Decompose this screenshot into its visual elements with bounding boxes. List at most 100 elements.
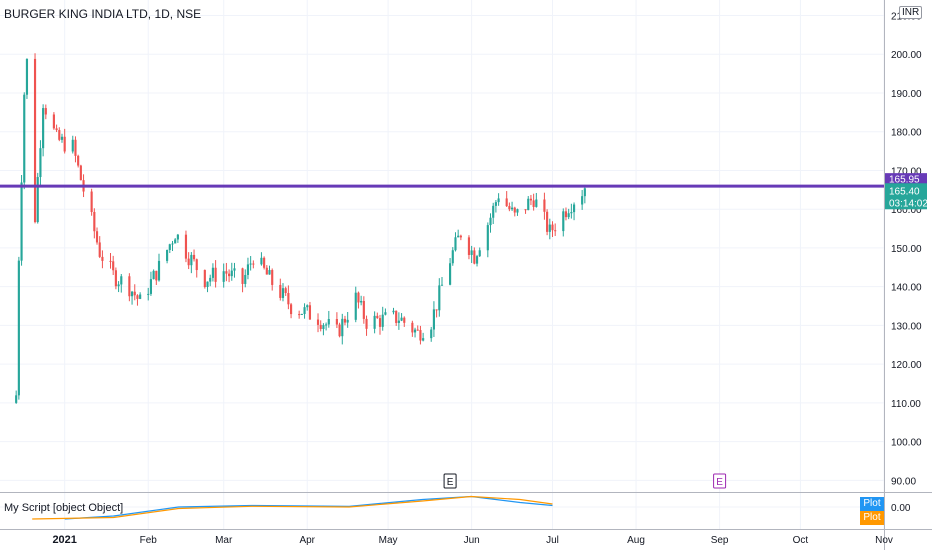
candle-body	[222, 271, 225, 282]
candle-body	[325, 324, 328, 326]
candle-body	[527, 198, 530, 211]
price-tick-label: 100.00	[891, 438, 922, 449]
candle-body	[265, 267, 268, 275]
candle-body	[346, 319, 349, 323]
candle-body	[233, 268, 236, 271]
time-tick-label: May	[379, 535, 398, 546]
candle-body	[430, 329, 433, 339]
currency-badge[interactable]: INR	[899, 6, 923, 19]
candle-body	[362, 300, 365, 319]
candle-body	[546, 211, 549, 232]
candle-body	[214, 267, 217, 282]
candle-body	[39, 148, 42, 178]
candle-body	[395, 310, 398, 323]
candle-body	[508, 206, 511, 210]
candle-body	[209, 277, 212, 282]
candle-body	[174, 239, 177, 244]
candle-body	[117, 284, 120, 287]
candle-body	[529, 198, 533, 201]
candle-body	[136, 295, 139, 299]
last-price-label: 165.40	[889, 186, 920, 197]
candle-body	[206, 281, 209, 288]
candle-body	[120, 276, 123, 285]
candle-body	[432, 309, 435, 330]
candle-body	[554, 230, 557, 232]
candle-body	[109, 260, 112, 262]
last-price-badge	[885, 183, 927, 210]
candle-body	[95, 231, 99, 243]
candle-body	[139, 294, 142, 299]
candle-body	[112, 261, 115, 271]
indicator-title[interactable]: My Script [object Object]	[4, 502, 124, 514]
time-tick-label: Mar	[215, 535, 233, 546]
candle-body	[572, 204, 576, 213]
candle-body	[74, 139, 77, 156]
candle-body	[20, 182, 23, 261]
candle-body	[15, 395, 18, 403]
candle-body	[475, 256, 479, 264]
candle-body	[230, 270, 233, 277]
candle-body	[44, 108, 47, 115]
candle-body	[152, 270, 155, 280]
candle-body	[128, 276, 131, 297]
candle-body	[411, 322, 414, 333]
oscillator-series-line	[32, 495, 553, 520]
candle-body	[378, 318, 382, 327]
candle-body	[249, 263, 252, 265]
candle-body	[308, 305, 312, 320]
candle-body	[157, 260, 161, 281]
time-tick-label: Jul	[546, 535, 559, 546]
candle-body	[494, 202, 497, 206]
candle-body	[467, 237, 471, 255]
candle-body	[271, 270, 274, 285]
candle-body	[23, 94, 26, 183]
candle-body	[101, 256, 104, 261]
candle-body	[287, 293, 290, 305]
time-tick-label: Nov	[875, 535, 893, 546]
candle-body	[225, 271, 228, 274]
plot-badge-orange: Plot	[860, 511, 884, 525]
time-tick-label: Jun	[464, 535, 480, 546]
price-tick-label: 170.00	[891, 166, 922, 177]
candle-body	[300, 313, 303, 315]
candle-body	[284, 288, 287, 294]
oscillator-series-line	[64, 495, 553, 520]
candle-body	[440, 284, 444, 286]
candle-body	[60, 136, 64, 140]
candle-body	[478, 250, 481, 257]
candle-body	[435, 309, 438, 311]
candle-body	[114, 270, 117, 287]
price-tick-label: 150.00	[891, 244, 922, 255]
candle-body	[343, 318, 347, 323]
candle-body	[130, 291, 134, 297]
candle-body	[492, 205, 495, 218]
candle-body	[42, 108, 45, 149]
candle-body	[79, 165, 82, 181]
candle-body	[397, 320, 400, 323]
earnings-marker-box	[443, 473, 457, 489]
candle-body	[319, 324, 322, 330]
candle-body	[171, 243, 174, 245]
time-tick-label: Oct	[793, 535, 809, 546]
candle-body	[524, 209, 527, 211]
candle-body	[244, 274, 247, 284]
candle-body	[419, 330, 422, 341]
candle-body	[263, 257, 266, 268]
candle-body	[583, 188, 586, 197]
candle-body	[260, 257, 263, 265]
candle-body	[298, 314, 301, 316]
symbol-title: BURGER KING INDIA LTD, 1D, NSE	[4, 7, 202, 21]
time-tick-label: Apr	[299, 535, 315, 546]
candle-body	[341, 318, 344, 337]
candle-body	[551, 224, 554, 231]
price-tick-label: 120.00	[891, 360, 922, 371]
candle-body	[392, 310, 395, 313]
candle-body	[486, 225, 489, 251]
time-tick-label: Aug	[627, 535, 645, 546]
candle-body	[564, 211, 568, 218]
candle-body	[365, 318, 368, 329]
candle-body	[581, 196, 584, 205]
